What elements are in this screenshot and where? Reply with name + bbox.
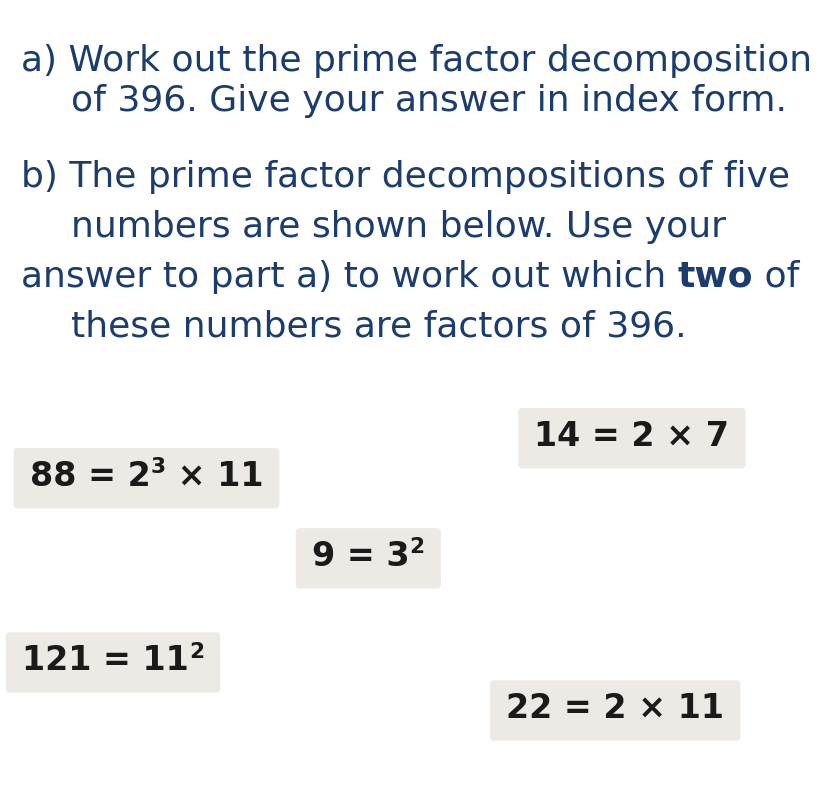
Text: numbers are shown below. Use your: numbers are shown below. Use your xyxy=(71,210,726,244)
Text: two: two xyxy=(0,260,75,293)
FancyBboxPatch shape xyxy=(517,408,745,469)
Text: 121 = 11: 121 = 11 xyxy=(22,644,189,678)
Text: of: of xyxy=(752,260,798,293)
Text: 9 = 3: 9 = 3 xyxy=(312,540,409,574)
Text: × 11: × 11 xyxy=(166,460,263,493)
FancyBboxPatch shape xyxy=(6,632,220,693)
Text: of 396. Give your answer in index form.: of 396. Give your answer in index form. xyxy=(71,84,786,118)
Text: 14 = 2 × 7: 14 = 2 × 7 xyxy=(534,420,728,453)
Text: two: two xyxy=(677,260,752,293)
Text: 22 = 2 × 11: 22 = 2 × 11 xyxy=(506,692,723,726)
Text: 2: 2 xyxy=(409,537,424,557)
Text: 3: 3 xyxy=(150,457,166,477)
Text: of: of xyxy=(0,260,46,293)
Text: 88 = 2: 88 = 2 xyxy=(30,460,150,493)
Text: a) Work out the prime factor decomposition: a) Work out the prime factor decompositi… xyxy=(21,44,811,78)
Text: answer to part a) to work out which: answer to part a) to work out which xyxy=(0,260,656,293)
Text: 2: 2 xyxy=(189,642,204,662)
Text: these numbers are factors of 396.: these numbers are factors of 396. xyxy=(71,309,686,343)
FancyBboxPatch shape xyxy=(13,448,279,509)
FancyBboxPatch shape xyxy=(295,528,441,589)
FancyBboxPatch shape xyxy=(489,680,740,741)
Text: answer to part a) to work out which: answer to part a) to work out which xyxy=(21,260,677,293)
Text: b) The prime factor decompositions of five: b) The prime factor decompositions of fi… xyxy=(21,160,789,194)
